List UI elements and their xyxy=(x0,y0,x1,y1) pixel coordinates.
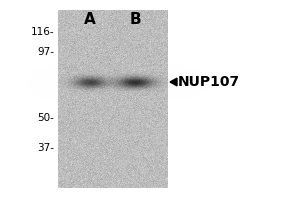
Text: 50-: 50- xyxy=(37,113,54,123)
Text: 97-: 97- xyxy=(37,47,54,57)
Polygon shape xyxy=(170,78,177,86)
Text: NUP107: NUP107 xyxy=(178,75,240,89)
Text: 116-: 116- xyxy=(30,27,54,37)
Text: B: B xyxy=(129,12,141,27)
Text: 37-: 37- xyxy=(37,143,54,153)
Text: A: A xyxy=(84,12,96,27)
